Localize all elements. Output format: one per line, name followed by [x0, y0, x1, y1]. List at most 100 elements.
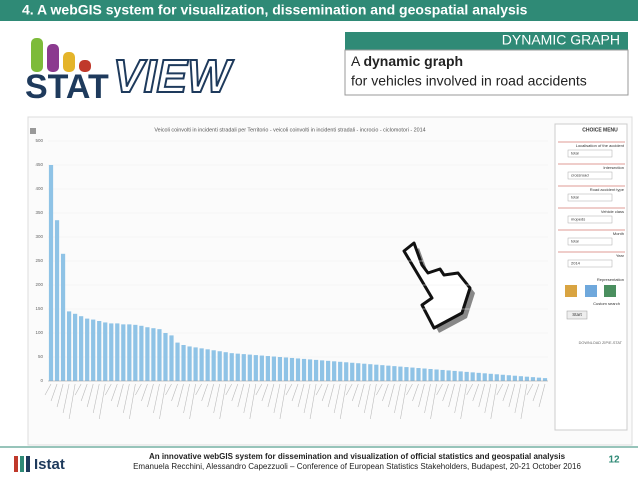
bar	[217, 351, 222, 381]
x-label-stub	[267, 383, 275, 408]
y-tick-label: 400	[35, 186, 43, 191]
start-button-label[interactable]: Start	[572, 312, 582, 317]
x-label-stub	[50, 383, 58, 402]
x-label-stub	[412, 383, 419, 402]
callout-text-continued: for vehicles involved in road accidents	[351, 73, 587, 89]
bar	[127, 324, 132, 381]
bar	[265, 356, 270, 381]
x-label-stub	[508, 383, 516, 408]
bar	[332, 361, 337, 381]
x-label-stub	[219, 383, 227, 420]
page-number: 12	[608, 455, 620, 466]
bar	[79, 316, 84, 381]
x-label-stub	[321, 383, 329, 402]
x-label-stub	[177, 383, 184, 408]
bar	[422, 368, 427, 381]
menu-field-value: total	[571, 239, 579, 244]
x-label-stub	[147, 383, 154, 408]
x-label-stub	[532, 383, 540, 402]
x-label-stub	[394, 383, 401, 414]
logo: STAT VIEW	[25, 38, 235, 106]
x-label-stub	[370, 383, 377, 420]
menu-select[interactable]	[567, 149, 613, 158]
bar	[121, 324, 126, 381]
bar	[398, 366, 403, 381]
y-tick-label: 200	[35, 282, 43, 287]
bar	[169, 335, 174, 381]
bar	[271, 356, 277, 381]
bar	[48, 165, 54, 381]
footer-logo	[14, 456, 30, 472]
menu-download[interactable]: DOWNLOAD ZIP/E-STAT	[579, 341, 623, 345]
x-label-stub	[68, 383, 76, 420]
menu-field-label: Year	[616, 253, 625, 258]
x-label-stub	[297, 383, 305, 408]
x-label-stub	[357, 383, 365, 408]
bar	[301, 358, 307, 381]
start-button-box[interactable]	[566, 310, 588, 320]
bar	[109, 323, 114, 381]
x-label-stub	[333, 383, 341, 414]
x-label-stub	[135, 383, 142, 396]
x-label-stub	[345, 383, 353, 396]
representation-icon[interactable]	[604, 285, 616, 297]
x-label-stub	[225, 383, 232, 396]
x-label-stub	[279, 383, 287, 420]
menu-select[interactable]	[567, 215, 613, 224]
bar	[205, 349, 210, 381]
menu-select[interactable]	[567, 171, 613, 180]
bar	[247, 354, 252, 381]
bar	[253, 355, 258, 381]
callout-text: A dynamic graph	[351, 53, 463, 69]
bar	[175, 342, 180, 381]
representation-icon[interactable]	[585, 285, 597, 297]
bar	[518, 376, 523, 381]
footer-line2: Emanuela Recchini, Alessandro Capezzuoli…	[133, 462, 581, 471]
x-label-stub	[123, 383, 130, 414]
bar	[277, 357, 283, 381]
bar	[536, 377, 542, 381]
x-label-stub	[484, 383, 492, 414]
menu-select[interactable]	[567, 237, 613, 246]
callout-text-bold: dynamic graph	[363, 53, 463, 69]
menu-field-value: total	[571, 151, 579, 156]
bar	[229, 353, 234, 381]
x-label-stub	[418, 383, 425, 408]
x-label-stub	[400, 383, 407, 420]
y-tick-label: 350	[35, 210, 43, 215]
representation-icon[interactable]	[565, 285, 577, 297]
x-label-stub	[189, 383, 196, 420]
menu-field-value: 2014	[571, 261, 581, 266]
logo-view: VIEW	[113, 50, 234, 102]
x-label-stub	[520, 383, 528, 420]
x-label-stub	[249, 383, 257, 420]
bar	[211, 350, 216, 381]
x-label-stub	[165, 383, 172, 396]
menu-select[interactable]	[567, 259, 613, 268]
menu-field-label: Vehicle class	[601, 209, 624, 214]
x-label-stub	[80, 383, 88, 402]
icon	[30, 128, 36, 134]
menu-title: CHOICE MENU	[582, 127, 618, 133]
bar	[73, 313, 78, 381]
bar	[368, 364, 373, 381]
bar	[500, 374, 505, 381]
menu-select[interactable]	[567, 193, 613, 202]
x-label-stub	[141, 383, 148, 402]
x-label-stub	[44, 383, 52, 396]
bar	[494, 374, 499, 381]
bar	[356, 363, 361, 381]
x-label-stub	[448, 383, 455, 408]
x-label-stub	[363, 383, 371, 414]
x-label-stub	[526, 383, 534, 396]
bar	[392, 366, 397, 381]
bar	[452, 370, 457, 381]
x-label-stub	[62, 383, 70, 414]
bar	[482, 373, 487, 381]
x-label-stub	[104, 383, 112, 396]
bar	[362, 363, 367, 381]
bar	[193, 347, 198, 381]
x-label-stub	[171, 383, 178, 402]
x-label-stub	[243, 383, 251, 414]
x-label-stub	[303, 383, 311, 414]
